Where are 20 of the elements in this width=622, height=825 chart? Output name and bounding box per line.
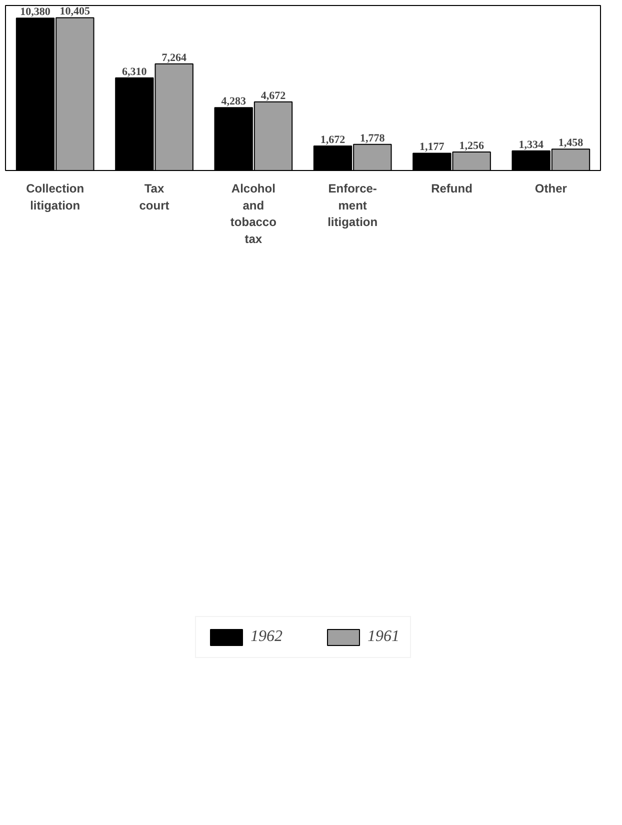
x-tick-label: Refund [431,182,472,196]
legend-label: 1961 [368,628,400,646]
data-label: 7,264 [162,52,187,64]
data-label: 1,177 [420,141,445,154]
x-tick-label: Collection litigation [26,182,84,212]
data-label: 1,256 [459,140,484,152]
data-label: 10,405 [60,6,91,18]
data-label: 1,458 [558,137,584,150]
data-label: 6,310 [122,66,148,78]
data-label: 1,334 [518,138,544,151]
x-tick-label: Tax court [139,182,170,212]
data-label: 4,283 [221,96,246,108]
data-label: 1,778 [360,132,386,144]
x-tick-label: Enforce- ment litigation [328,182,378,230]
x-tick-label: Alcohol and tobacco tax [230,182,276,246]
x-tick-label: Other [534,182,568,196]
data-label: 10,380 [20,6,51,18]
data-label: 1,672 [320,134,346,146]
legend-label: 1962 [250,628,282,646]
data-label: 4,672 [260,90,286,102]
